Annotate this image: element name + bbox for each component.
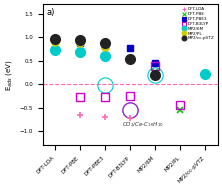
Text: a): a)	[46, 8, 55, 17]
Text: CO$_2$/Ce-C$_{16}$H$_{10}$: CO$_2$/Ce-C$_{16}$H$_{10}$	[122, 120, 164, 129]
Legend: DFT-LDA, DFT-PBE, DFT-PBE3, DFT-B3LYP, MP2/6M, MP2/PL, MP2/cc-pVTZ: DFT-LDA, DFT-PBE, DFT-PBE3, DFT-B3LYP, M…	[181, 6, 216, 42]
Y-axis label: E$_{ads}$ (eV): E$_{ads}$ (eV)	[4, 59, 14, 91]
